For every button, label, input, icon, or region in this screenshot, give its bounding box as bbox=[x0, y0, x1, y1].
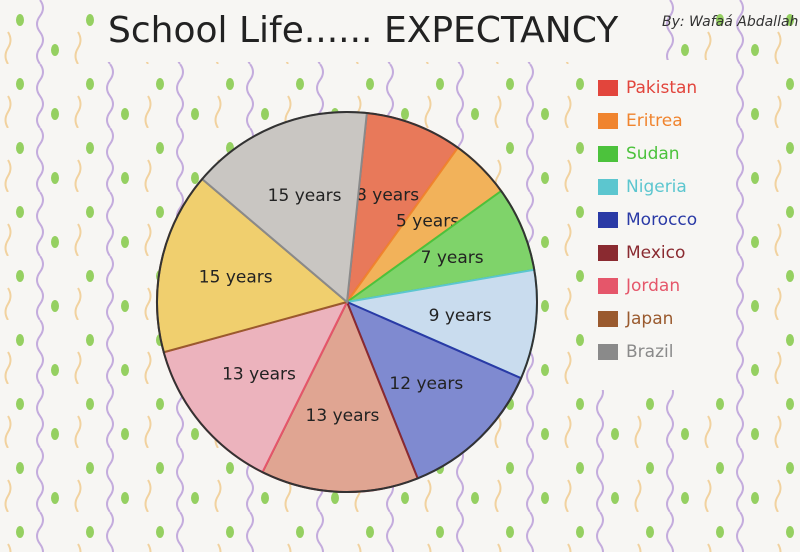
legend: Pakistan Eritrea Sudan Nigeria Morocco Mexico… bbox=[598, 78, 697, 362]
slice-label: 12 years bbox=[389, 374, 463, 394]
legend-swatch bbox=[598, 212, 618, 228]
chart-subtitle: By: Wafaá Abdallah bbox=[662, 14, 798, 30]
legend-label: Eritrea bbox=[626, 111, 683, 131]
legend-label: Sudan bbox=[626, 144, 680, 164]
slice-label: 7 years bbox=[421, 248, 484, 268]
legend-label: Mexico bbox=[626, 243, 685, 263]
slice-label: 8 years bbox=[356, 185, 419, 205]
slice-label: 13 years bbox=[222, 364, 296, 384]
legend-swatch bbox=[598, 311, 618, 327]
slice-label: 9 years bbox=[429, 306, 492, 326]
legend-swatch bbox=[598, 146, 618, 162]
legend-label: Brazil bbox=[626, 342, 673, 362]
legend-label: Pakistan bbox=[626, 78, 697, 98]
pie-outline bbox=[156, 111, 538, 493]
title-backdrop bbox=[100, 0, 660, 62]
legend-label: Morocco bbox=[626, 210, 697, 230]
pie: 8 years 5 years 7 years 9 years 12 years 13 y… bbox=[156, 111, 538, 493]
chart-title: School Life...... EXPECTANCY bbox=[108, 10, 619, 51]
slice-label: 15 years bbox=[199, 267, 273, 287]
slice-label: 15 years bbox=[268, 186, 342, 206]
slice-label: 13 years bbox=[306, 406, 380, 426]
legend-swatch bbox=[598, 344, 618, 360]
legend-swatch bbox=[598, 278, 618, 294]
legend-label: Japan bbox=[625, 309, 673, 329]
slice-label: 5 years bbox=[396, 211, 459, 231]
legend-swatch bbox=[598, 80, 618, 96]
legend-swatch bbox=[598, 113, 618, 129]
legend-swatch bbox=[598, 245, 618, 261]
legend-swatch bbox=[598, 179, 618, 195]
legend-label: Jordan bbox=[625, 276, 680, 296]
legend-label: Nigeria bbox=[626, 177, 687, 197]
